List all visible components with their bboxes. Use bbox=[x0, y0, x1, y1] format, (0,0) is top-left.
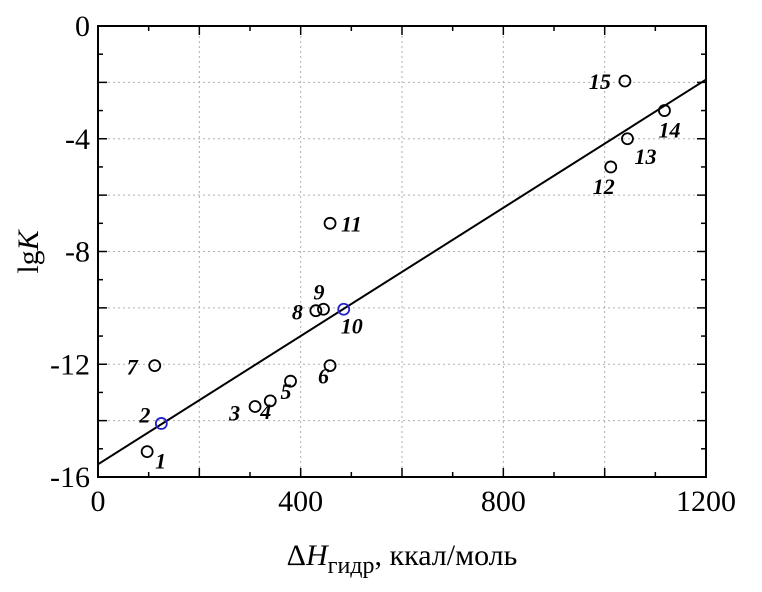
y-tick-label: 0 bbox=[75, 10, 90, 43]
x-axis-label-var: H bbox=[305, 539, 330, 572]
data-point bbox=[263, 394, 277, 408]
x-tick-label: 800 bbox=[481, 485, 526, 518]
data-point bbox=[148, 359, 162, 373]
point-label: 13 bbox=[634, 144, 656, 169]
x-tick-label: 0 bbox=[91, 485, 106, 518]
point-label: 4 bbox=[259, 399, 271, 424]
x-tick-label: 1200 bbox=[676, 485, 736, 518]
y-tick-label: -4 bbox=[65, 123, 90, 156]
point-label: 7 bbox=[127, 355, 139, 380]
axis-ticks bbox=[97, 25, 707, 478]
data-point bbox=[323, 216, 337, 230]
y-axis-label-var: K bbox=[12, 228, 45, 251]
data-point bbox=[337, 302, 351, 316]
fit-line bbox=[97, 78, 707, 466]
x-tick-label: 400 bbox=[278, 485, 323, 518]
point-label: 12 bbox=[593, 174, 615, 199]
data-point bbox=[658, 104, 671, 117]
point-label: 2 bbox=[138, 402, 150, 427]
y-tick-label: -16 bbox=[50, 461, 90, 494]
point-label: 15 bbox=[589, 69, 611, 94]
y-axis-label: lgK bbox=[12, 228, 45, 273]
data-point bbox=[309, 304, 323, 318]
point-label: 5 bbox=[281, 379, 292, 404]
point-label: 10 bbox=[341, 313, 363, 338]
data-point bbox=[154, 417, 168, 430]
x-axis-label-prefix: Δ bbox=[287, 539, 306, 572]
y-tick-label: -8 bbox=[65, 236, 90, 269]
point-label: 9 bbox=[313, 279, 324, 304]
point-label: 3 bbox=[228, 401, 240, 426]
y-axis-label-prefix: lg bbox=[12, 250, 45, 273]
x-axis-label-suffix: , ккал/моль bbox=[375, 539, 518, 572]
data-points bbox=[140, 74, 671, 459]
fit-line-layer bbox=[97, 78, 707, 466]
tick-labels: 0 400 800 1200 0 -4 -8 -12 -16 bbox=[50, 10, 736, 518]
point-label: 8 bbox=[292, 300, 303, 325]
point-label: 6 bbox=[318, 364, 329, 389]
grid-lines bbox=[98, 26, 706, 477]
data-point bbox=[317, 302, 330, 316]
data-point bbox=[248, 400, 262, 413]
data-point bbox=[284, 374, 297, 388]
point-label: 14 bbox=[658, 118, 680, 143]
x-axis-label-sub: гидр bbox=[328, 553, 375, 579]
point-label: 11 bbox=[341, 211, 362, 236]
data-point bbox=[618, 74, 632, 88]
data-point bbox=[140, 445, 154, 459]
data-point bbox=[604, 160, 618, 174]
x-axis-label: ΔHгидр, ккал/моль bbox=[287, 539, 518, 579]
point-label: 1 bbox=[155, 449, 166, 474]
y-tick-label: -12 bbox=[50, 348, 90, 381]
data-point bbox=[621, 132, 634, 146]
data-point bbox=[323, 359, 337, 373]
